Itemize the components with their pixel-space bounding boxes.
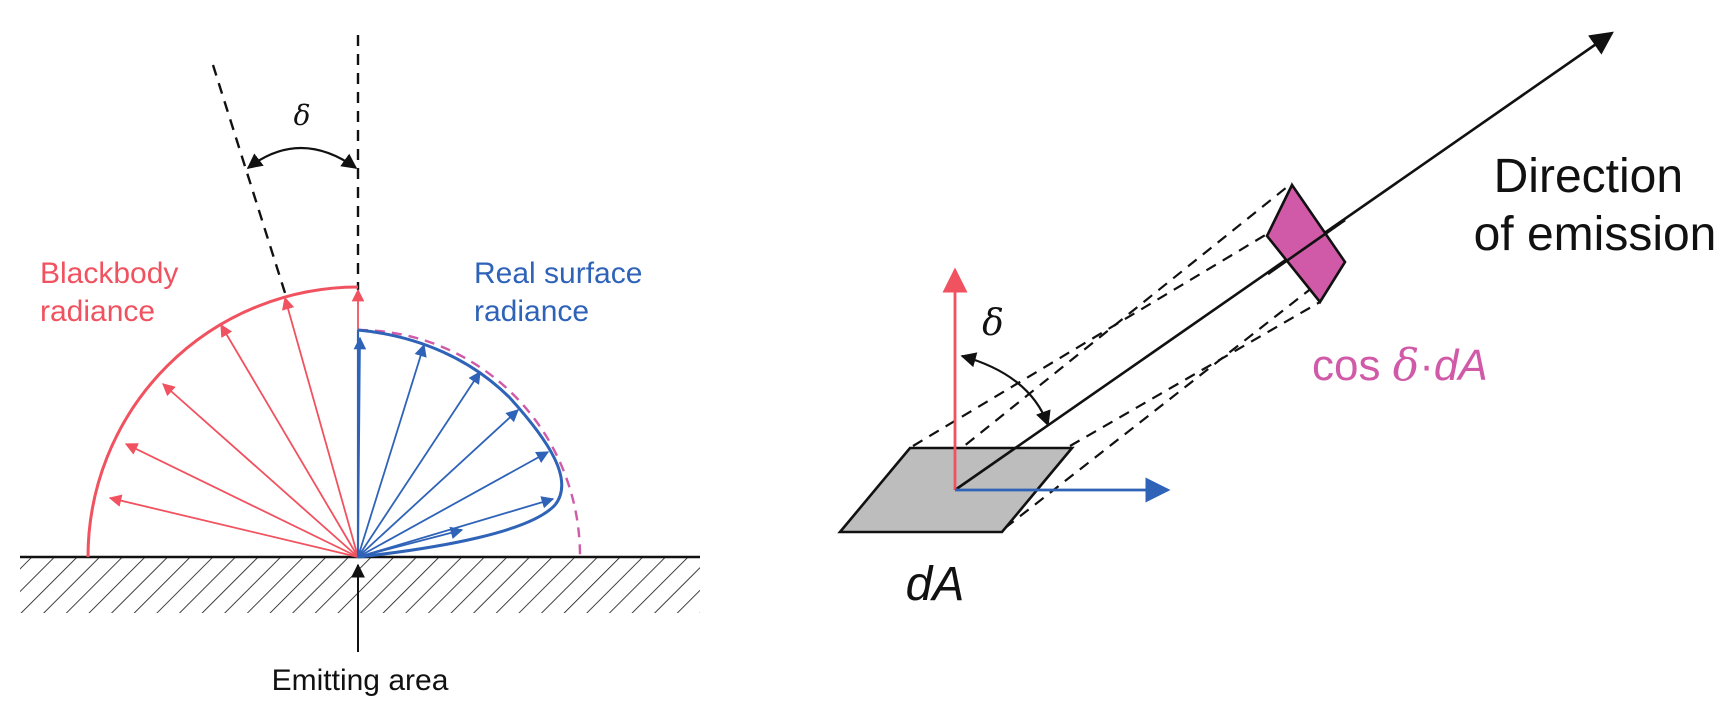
blackbody-arrow xyxy=(110,498,358,557)
real-surface-label-line2: radiance xyxy=(474,295,589,328)
real-surface-arrow xyxy=(358,499,553,557)
projected-area-label: cos δ·dA xyxy=(1312,340,1488,391)
projected-area xyxy=(1267,185,1345,302)
real-surface-lobe xyxy=(358,330,562,557)
projected-area-var: dA xyxy=(1434,341,1488,390)
blackbody-arrow xyxy=(285,298,358,557)
direction-label-line2: of emission xyxy=(1474,208,1717,261)
projected-area-symbol: δ xyxy=(1393,340,1420,391)
blackbody-arrow xyxy=(221,325,358,557)
emitting-surface xyxy=(20,557,700,613)
blackbody-arrows xyxy=(110,290,358,557)
left-diagram: δ Blackbody radian xyxy=(20,35,700,697)
delta-angle-arc-right xyxy=(962,356,1048,425)
delta-angle-arc xyxy=(248,148,356,168)
direction-of-emission-label: Direction of emission xyxy=(1474,150,1717,261)
blackbody-arrow xyxy=(126,444,358,557)
emitting-area-label: Emitting area xyxy=(272,664,449,697)
area-label-dA: dA xyxy=(906,558,965,611)
projected-area-prefix: cos xyxy=(1312,341,1393,390)
blackbody-arrow xyxy=(163,384,358,557)
blackbody-label: Blackbody radiance xyxy=(40,257,187,328)
right-diagram: δ Direction of emission cos δ·dA dA xyxy=(840,33,1716,611)
blackbody-label-line2: radiance xyxy=(40,295,155,328)
delta-symbol-left: δ xyxy=(294,99,311,132)
emission-direction-line xyxy=(955,33,1612,490)
real-surface-label-line1: Real surface xyxy=(474,257,642,290)
real-surface-label: Real surface radiance xyxy=(474,257,651,328)
tilted-dashed-line xyxy=(213,65,285,293)
blackbody-label-line1: Blackbody xyxy=(40,257,178,290)
delta-symbol-right: δ xyxy=(982,303,1004,344)
direction-label-line1: Direction xyxy=(1494,150,1683,203)
projected-area-dot: · xyxy=(1419,341,1434,390)
